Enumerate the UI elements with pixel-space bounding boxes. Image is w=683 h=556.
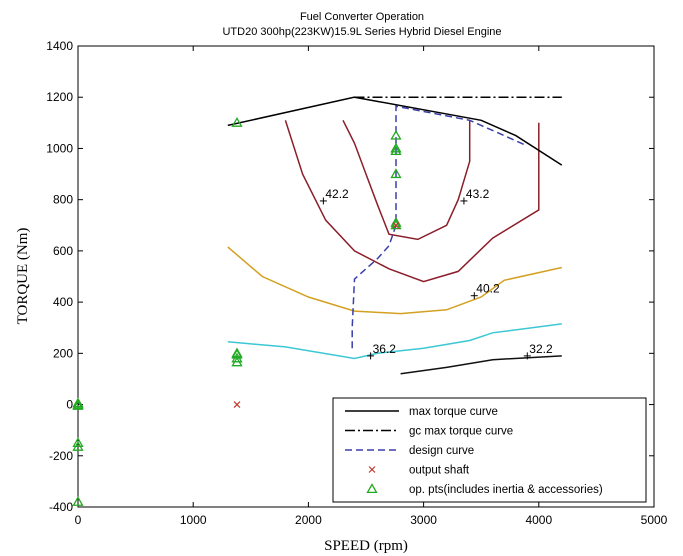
op-point	[231, 352, 243, 363]
output-shaft-point	[392, 221, 400, 229]
legend: max torque curve gc max torque curve desig…	[332, 397, 647, 503]
x-stroke	[233, 401, 241, 408]
op-point	[72, 441, 84, 451]
y-axis-label: TORQUE (Nm)	[15, 228, 31, 325]
y-tick-label: 1400	[46, 39, 73, 53]
series-max-torque-curve	[227, 96, 563, 166]
op-point	[72, 496, 84, 506]
op-point	[231, 117, 243, 127]
chart-title: Fuel Converter Operation	[300, 11, 424, 23]
legend-item: output shaft	[368, 465, 470, 477]
contour-label-text: 36.2	[373, 342, 397, 356]
series-design-curve	[351, 105, 528, 349]
y-tick-label: -400	[49, 500, 73, 514]
x-stroke	[368, 466, 376, 473]
op-point	[72, 400, 84, 410]
contour-label-42.2: 42.2	[319, 187, 349, 205]
chart-subtitle: UTD20 300hp(223KW)15.9L Series Hybrid Di…	[222, 26, 501, 38]
x-axis-label: SPEED (rpm)	[324, 538, 408, 554]
legend-swatch	[366, 483, 378, 494]
op-point	[390, 142, 402, 153]
contour-36.2	[227, 323, 562, 360]
legend-label: design curve	[409, 445, 474, 457]
operating-points	[72, 117, 402, 506]
contour-label-text: 42.2	[325, 187, 349, 201]
y-tick-label: 1200	[46, 90, 73, 104]
contour-42.2	[284, 120, 540, 283]
op-point	[390, 145, 402, 156]
torque-curves	[227, 96, 563, 349]
contour-43.2	[342, 119, 471, 241]
x-tick-label: 3000	[410, 513, 437, 527]
x-tick-label: 4000	[525, 513, 552, 527]
y-tick-label: 200	[53, 346, 73, 360]
y-tick-label: 1000	[46, 141, 73, 155]
contour-label-36.2: 36.2	[367, 342, 396, 360]
y-tick-label: 0	[66, 398, 73, 412]
y-tick-label: 400	[53, 295, 73, 309]
y-tick-label: 600	[53, 244, 73, 258]
x-tick-label: 2000	[295, 513, 322, 527]
contour-labels: 42.2 43.2 40.2 36.2 32.2	[319, 187, 553, 360]
legend-box	[332, 397, 647, 503]
legend-item: design curve	[345, 445, 474, 457]
x-tick-label: 1000	[180, 513, 207, 527]
op-point	[72, 437, 84, 447]
legend-label: output shaft	[409, 465, 470, 477]
legend-swatch	[368, 466, 376, 473]
x-tick-label: 0	[75, 513, 82, 527]
contour-label-32.2: 32.2	[523, 342, 553, 360]
axis-ticks: 0 1000 2000 3000 4000 5000 -400 -200 0 200 400 600 8…	[46, 39, 667, 527]
contour-label-40.2: 40.2	[470, 282, 500, 300]
contour-label-text: 43.2	[466, 187, 490, 201]
legend-label: max torque curve	[409, 406, 498, 418]
legend-label: gc max torque curve	[409, 426, 513, 438]
legend-item: op. pts(includes inertia & accessories)	[366, 483, 603, 496]
y-tick-label: -200	[49, 449, 73, 463]
legend-item: max torque curve	[345, 406, 498, 418]
legend-label: op. pts(includes inertia & accessories)	[409, 484, 603, 496]
op-point	[390, 168, 402, 179]
op-point	[390, 129, 402, 140]
contour-label-text: 32.2	[529, 342, 553, 356]
contour-label-text: 40.2	[476, 282, 500, 296]
op-point	[390, 219, 402, 230]
x-tick-label: 5000	[641, 513, 668, 527]
x-stroke	[392, 221, 400, 229]
legend-item: gc max torque curve	[345, 426, 513, 438]
output-shaft-point	[233, 401, 241, 408]
contour-40.2	[227, 246, 562, 315]
op-point	[72, 397, 84, 408]
y-tick-label: 800	[53, 193, 73, 207]
contour-label-43.2: 43.2	[460, 187, 490, 205]
